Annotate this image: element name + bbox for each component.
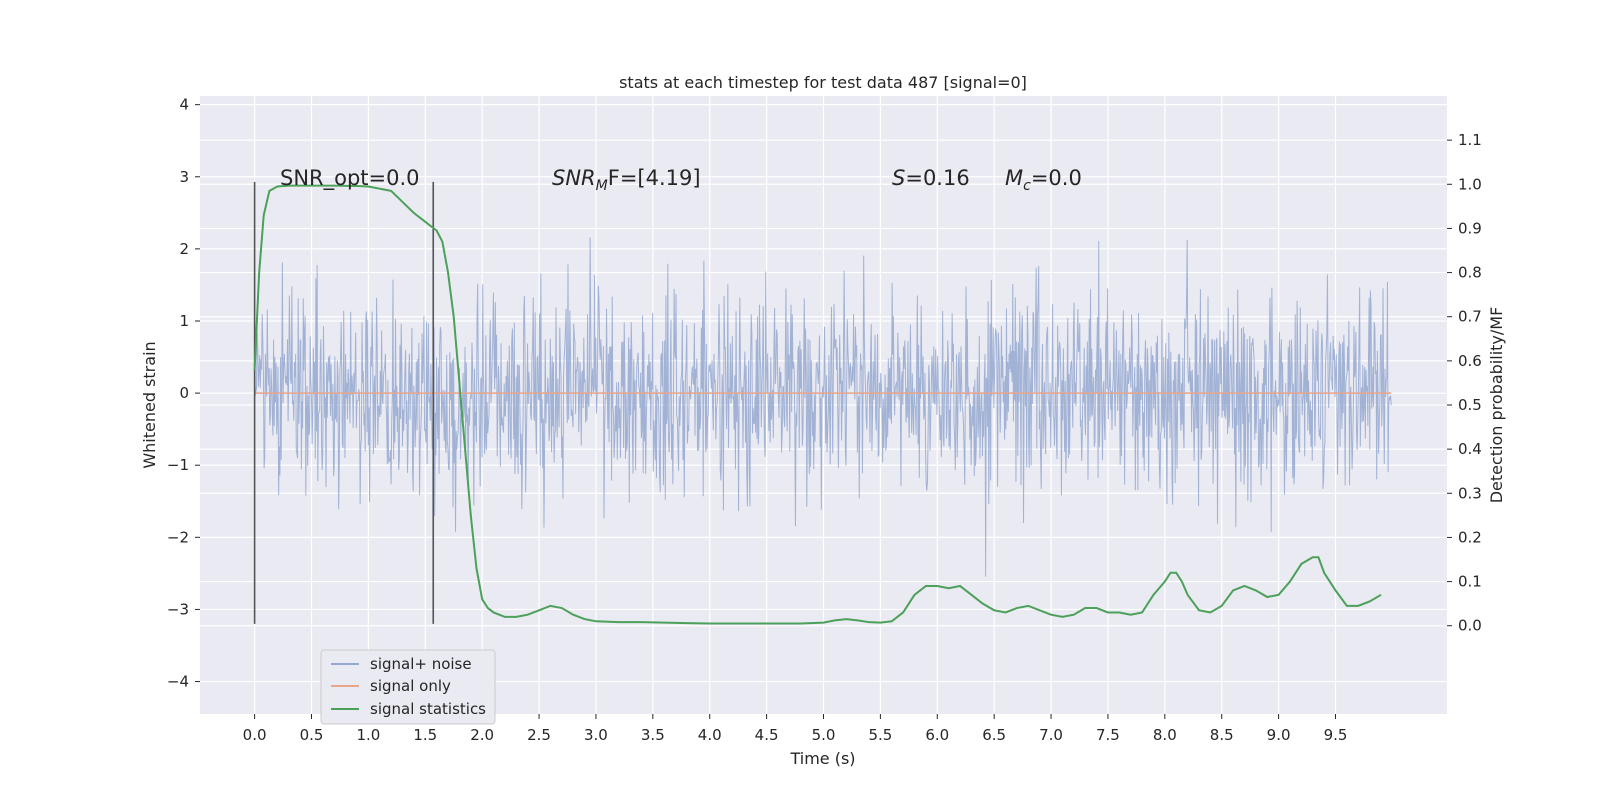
legend-label-signal-noise: signal+ noise	[370, 655, 472, 673]
x-tick-label: 9.0	[1267, 726, 1291, 744]
y-tick-label: −1	[167, 456, 189, 474]
annotation-snr-mf-sub: M	[596, 178, 608, 194]
x-axis-title: Time (s)	[789, 749, 855, 768]
y-tick-label: −3	[167, 600, 189, 618]
annotation-snr-mf-rest: F=[4.19]	[608, 166, 701, 190]
annotation-s: S=0.16	[892, 166, 970, 190]
annotation-mc-var: M	[1005, 166, 1023, 190]
y-axis-ticks: 4 3 2 1 0 −1 −2 −3 −4	[167, 96, 200, 691]
x-tick-label: 6.5	[982, 726, 1006, 744]
annotation-s-var: S	[892, 166, 905, 190]
vertical-markers	[253, 181, 435, 624]
x-tick-label: 4.0	[698, 726, 722, 744]
legend-label-signal-only: signal only	[370, 677, 451, 695]
x-tick-label: 2.5	[527, 726, 551, 744]
x-axis-ticks: 0.0 0.5 1.0 1.5 2.0 2.5 3.0 3.5 4.0 4.5 5.0 5.5 6.0 6…	[243, 714, 1348, 744]
annotation-mc: Mc=0.0	[1005, 166, 1082, 194]
y2-tick-label: 0.0	[1458, 617, 1482, 635]
x-tick-label: 8.0	[1153, 726, 1177, 744]
signal-noise-line	[254, 237, 1392, 577]
y-tick-label: −4	[167, 673, 189, 691]
x-tick-label: 0.5	[300, 726, 324, 744]
x-tick-label: 7.5	[1096, 726, 1120, 744]
y-tick-label: 1	[179, 312, 189, 330]
y2-tick-label: 1.1	[1458, 131, 1482, 149]
y-tick-label: 4	[179, 96, 189, 114]
x-tick-label: 5.5	[868, 726, 892, 744]
y2-tick-label: 1.0	[1458, 175, 1482, 193]
y-tick-label: 2	[179, 240, 189, 258]
y2-axis-ticks: 1.1 1.0 0.9 0.8 0.7 0.6 0.5 0.4 0.3 0.2 0.1 0.0	[1447, 131, 1482, 635]
y2-tick-label: 0.4	[1458, 440, 1482, 458]
x-tick-label: 0.0	[243, 726, 267, 744]
y2-tick-label: 0.3	[1458, 484, 1482, 502]
annotation-snr-opt: SNR_opt=0.0	[280, 166, 420, 191]
legend-label-signal-statistics: signal statistics	[370, 700, 486, 718]
y2-tick-label: 0.1	[1458, 573, 1482, 591]
series-signal-statistics	[253, 184, 1382, 625]
legend-box	[320, 649, 496, 725]
x-tick-label: 6.0	[925, 726, 949, 744]
x-tick-label: 3.5	[641, 726, 665, 744]
y2-axis-title: Detection probability/MF	[1487, 307, 1506, 504]
chart-title: stats at each timestep for test data 487…	[619, 73, 1027, 92]
y2-tick-label: 0.6	[1458, 352, 1482, 370]
x-tick-label: 8.5	[1210, 726, 1234, 744]
y-tick-label: 0	[179, 384, 189, 402]
x-tick-label: 4.5	[755, 726, 779, 744]
annotation-snr-mf: SNRMF=[4.19]	[552, 166, 701, 194]
x-tick-label: 2.0	[470, 726, 494, 744]
x-tick-label: 1.0	[356, 726, 380, 744]
annotation-mc-rest: =0.0	[1031, 166, 1082, 190]
x-tick-label: 9.5	[1324, 726, 1348, 744]
x-tick-label: 5.0	[812, 726, 836, 744]
legend: signal+ noise signal only signal statist…	[320, 649, 496, 725]
y2-tick-label: 0.9	[1458, 219, 1482, 237]
annotation-mc-sub: c	[1023, 178, 1031, 194]
annotation-snr-mf-main: SNR	[552, 166, 596, 190]
y-tick-label: 3	[179, 168, 189, 186]
y2-tick-label: 0.5	[1458, 396, 1482, 414]
annotation-s-rest: =0.16	[905, 166, 969, 190]
y2-tick-label: 0.2	[1458, 528, 1482, 546]
x-tick-label: 7.0	[1039, 726, 1063, 744]
x-tick-label: 3.0	[584, 726, 608, 744]
y-tick-label: −2	[167, 528, 189, 546]
y-axis-title: Whitened strain	[140, 341, 159, 468]
series-signal-plus-noise	[254, 237, 1392, 577]
x-tick-label: 1.5	[413, 726, 437, 744]
y2-tick-label: 0.8	[1458, 264, 1482, 282]
y2-tick-label: 0.7	[1458, 308, 1482, 326]
signal-statistics-line	[253, 184, 1382, 625]
